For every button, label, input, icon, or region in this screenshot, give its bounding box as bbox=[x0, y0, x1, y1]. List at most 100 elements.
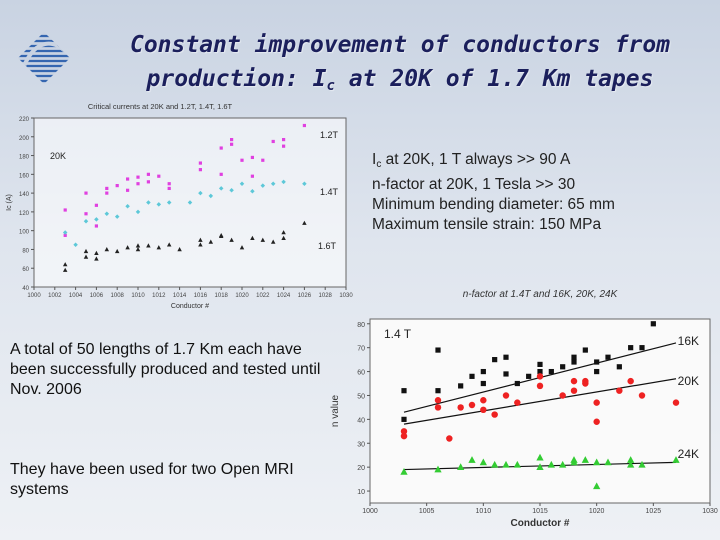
data-point bbox=[400, 432, 408, 440]
data-point bbox=[115, 184, 119, 188]
data-point bbox=[400, 468, 408, 475]
bullet-item: Maximum tensile strain: 150 MPa bbox=[372, 215, 717, 235]
data-point bbox=[594, 359, 600, 365]
x-tick-label: 1005 bbox=[419, 508, 435, 515]
data-point bbox=[136, 182, 140, 186]
bullet-item: Ic at 20K, 1 T always >> 90 A bbox=[372, 150, 717, 175]
data-point bbox=[457, 463, 465, 471]
x-tick-label: 1020 bbox=[589, 508, 605, 515]
data-point bbox=[281, 230, 286, 235]
chart-annotation: 1.4 T bbox=[384, 327, 412, 341]
data-point bbox=[400, 428, 408, 435]
y-tick-label: 20 bbox=[357, 465, 365, 472]
data-point bbox=[480, 368, 486, 375]
data-point bbox=[94, 203, 98, 207]
data-point bbox=[593, 458, 601, 466]
data-point bbox=[94, 250, 99, 255]
y-tick-label: 30 bbox=[357, 441, 365, 448]
series-label: 1.6T bbox=[318, 241, 337, 251]
data-point bbox=[526, 373, 532, 379]
data-point bbox=[491, 460, 499, 468]
data-point bbox=[94, 224, 98, 228]
data-point bbox=[208, 239, 214, 244]
y-tick-label: 10 bbox=[357, 489, 365, 496]
x-tick-label: 1014 bbox=[173, 293, 187, 299]
data-point bbox=[434, 465, 442, 473]
n-factor-chart: n-factor at 1.4T and 16K, 20K, 24K Conduc… bbox=[330, 289, 718, 529]
y-tick-label: 100 bbox=[19, 230, 30, 236]
data-point bbox=[187, 200, 193, 205]
data-point bbox=[146, 200, 151, 205]
data-point bbox=[260, 183, 266, 188]
data-point bbox=[503, 371, 509, 377]
y-tick-label: 50 bbox=[357, 393, 365, 400]
data-point bbox=[63, 208, 67, 212]
y-tick-label: 60 bbox=[357, 370, 365, 377]
bullet-text: n-factor at 20K, 1 Tesla >> 30 bbox=[372, 176, 576, 193]
data-point bbox=[672, 399, 680, 406]
data-point bbox=[627, 456, 635, 463]
x-tick-label: 1030 bbox=[339, 293, 353, 299]
data-point bbox=[270, 239, 276, 244]
data-point bbox=[435, 388, 441, 394]
data-point bbox=[84, 212, 88, 216]
data-point bbox=[594, 368, 600, 375]
production-summary-text: A total of 50 lengths of 1.7 Km each hav… bbox=[10, 341, 321, 398]
y-tick-label: 200 bbox=[19, 136, 30, 142]
x-tick-label: 1006 bbox=[90, 293, 104, 299]
data-point bbox=[83, 219, 89, 224]
data-point bbox=[514, 380, 520, 387]
data-point bbox=[239, 245, 245, 250]
data-point bbox=[146, 180, 150, 184]
data-point bbox=[434, 397, 442, 404]
data-point bbox=[94, 256, 99, 261]
data-point bbox=[229, 237, 234, 242]
data-point bbox=[135, 209, 141, 215]
data-point bbox=[571, 354, 577, 360]
x-tick-label: 1000 bbox=[362, 508, 378, 515]
x-tick-label: 1010 bbox=[131, 293, 145, 299]
data-point bbox=[135, 243, 141, 248]
bullet-item: Minimum bending diameter: 65 mm bbox=[372, 195, 717, 215]
x-tick-label: 1022 bbox=[256, 293, 270, 299]
data-point bbox=[126, 177, 130, 181]
data-point bbox=[491, 411, 498, 418]
data-point bbox=[457, 404, 464, 411]
data-point bbox=[105, 191, 109, 195]
data-point bbox=[581, 456, 589, 463]
data-point bbox=[250, 155, 254, 160]
bullet-text-post: at 20K, 1 T always >> 90 A bbox=[381, 151, 571, 168]
data-point bbox=[571, 359, 577, 365]
data-point bbox=[672, 456, 680, 463]
data-point bbox=[593, 482, 601, 490]
y-tick-label: 120 bbox=[19, 211, 30, 217]
data-point bbox=[638, 392, 646, 399]
data-point bbox=[177, 247, 182, 252]
data-point bbox=[261, 158, 265, 162]
data-point bbox=[146, 243, 151, 248]
y-axis-label: n value bbox=[330, 394, 341, 427]
data-point bbox=[502, 460, 510, 468]
data-point bbox=[547, 460, 555, 468]
data-point bbox=[616, 387, 623, 394]
y-axis-label: Ic (A) bbox=[6, 194, 13, 211]
data-point bbox=[219, 172, 223, 176]
data-point bbox=[582, 347, 588, 353]
data-point bbox=[628, 345, 634, 351]
x-tick-label: 1026 bbox=[298, 293, 312, 299]
x-tick-label: 1030 bbox=[702, 508, 718, 515]
x-tick-label: 1025 bbox=[646, 508, 662, 515]
data-point bbox=[198, 242, 203, 247]
y-tick-label: 180 bbox=[19, 155, 30, 161]
series-label: 1.4T bbox=[320, 187, 339, 197]
data-point bbox=[166, 200, 172, 205]
data-point bbox=[480, 406, 487, 414]
data-point bbox=[559, 460, 567, 468]
y-tick-label: 60 bbox=[22, 267, 29, 273]
data-point bbox=[537, 361, 543, 368]
data-point bbox=[513, 460, 521, 468]
data-point bbox=[218, 232, 224, 238]
data-point bbox=[514, 399, 521, 406]
data-point bbox=[83, 254, 89, 259]
data-point bbox=[63, 233, 67, 237]
